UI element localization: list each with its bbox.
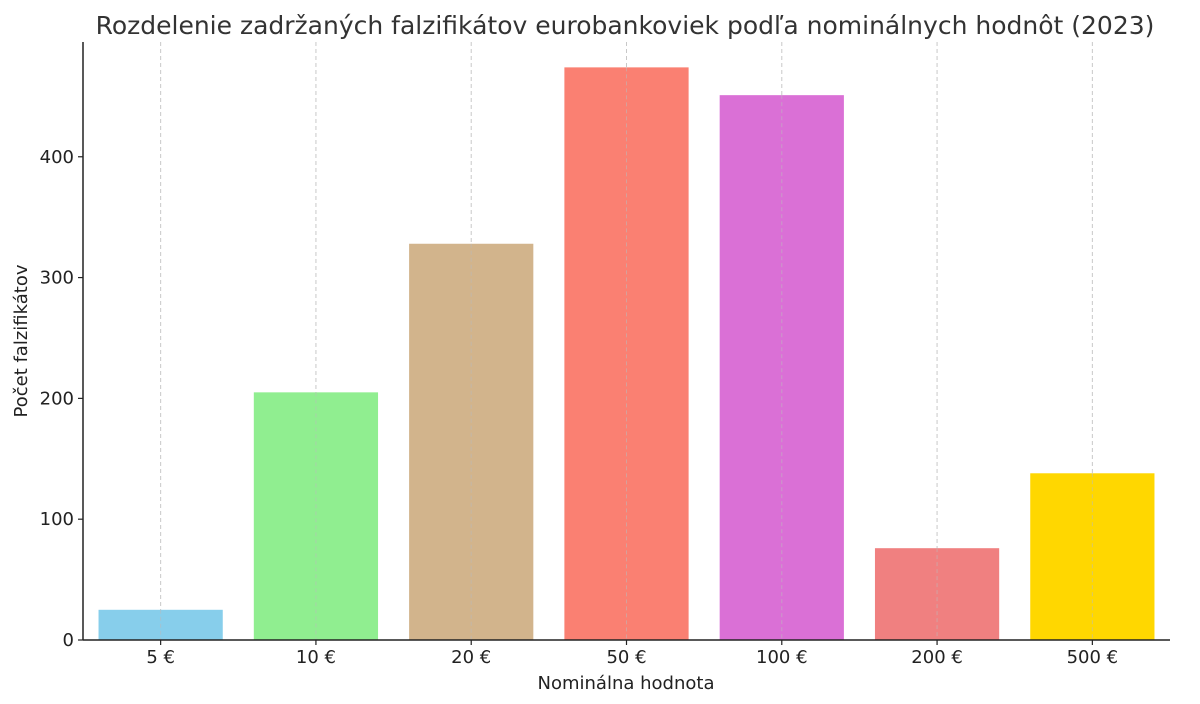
y-tick-labels: 0 100 200 300 400 bbox=[40, 147, 74, 651]
x-tick-label: 50 € bbox=[606, 647, 646, 668]
y-tick-label: 100 bbox=[40, 509, 74, 530]
x-tick-label: 10 € bbox=[296, 647, 336, 668]
bar bbox=[719, 95, 844, 640]
y-tick-label: 200 bbox=[40, 388, 74, 409]
x-axis-label: Nominálna hodnota bbox=[538, 673, 715, 694]
x-tick-label: 20 € bbox=[451, 647, 491, 668]
x-tick-label: 200 € bbox=[911, 647, 963, 668]
y-tick-label: 300 bbox=[40, 268, 74, 289]
x-tick-label: 5 € bbox=[146, 647, 175, 668]
x-tick-labels: 5 € 10 € 20 € 50 € 100 € 200 € 500 € bbox=[146, 647, 1118, 668]
chart-title: Rozdelenie zadržaných falzifikátov eurob… bbox=[96, 11, 1155, 40]
x-tick-label: 500 € bbox=[1067, 647, 1119, 668]
x-tick-label: 100 € bbox=[756, 647, 808, 668]
y-tick-label: 0 bbox=[63, 630, 74, 651]
overlay-grid-layer bbox=[160, 67, 1093, 640]
y-axis-label: Počet falzifikátov bbox=[11, 264, 32, 417]
y-tick-label: 400 bbox=[40, 147, 74, 168]
axes-layer bbox=[78, 42, 1170, 645]
bar bbox=[1030, 473, 1155, 640]
